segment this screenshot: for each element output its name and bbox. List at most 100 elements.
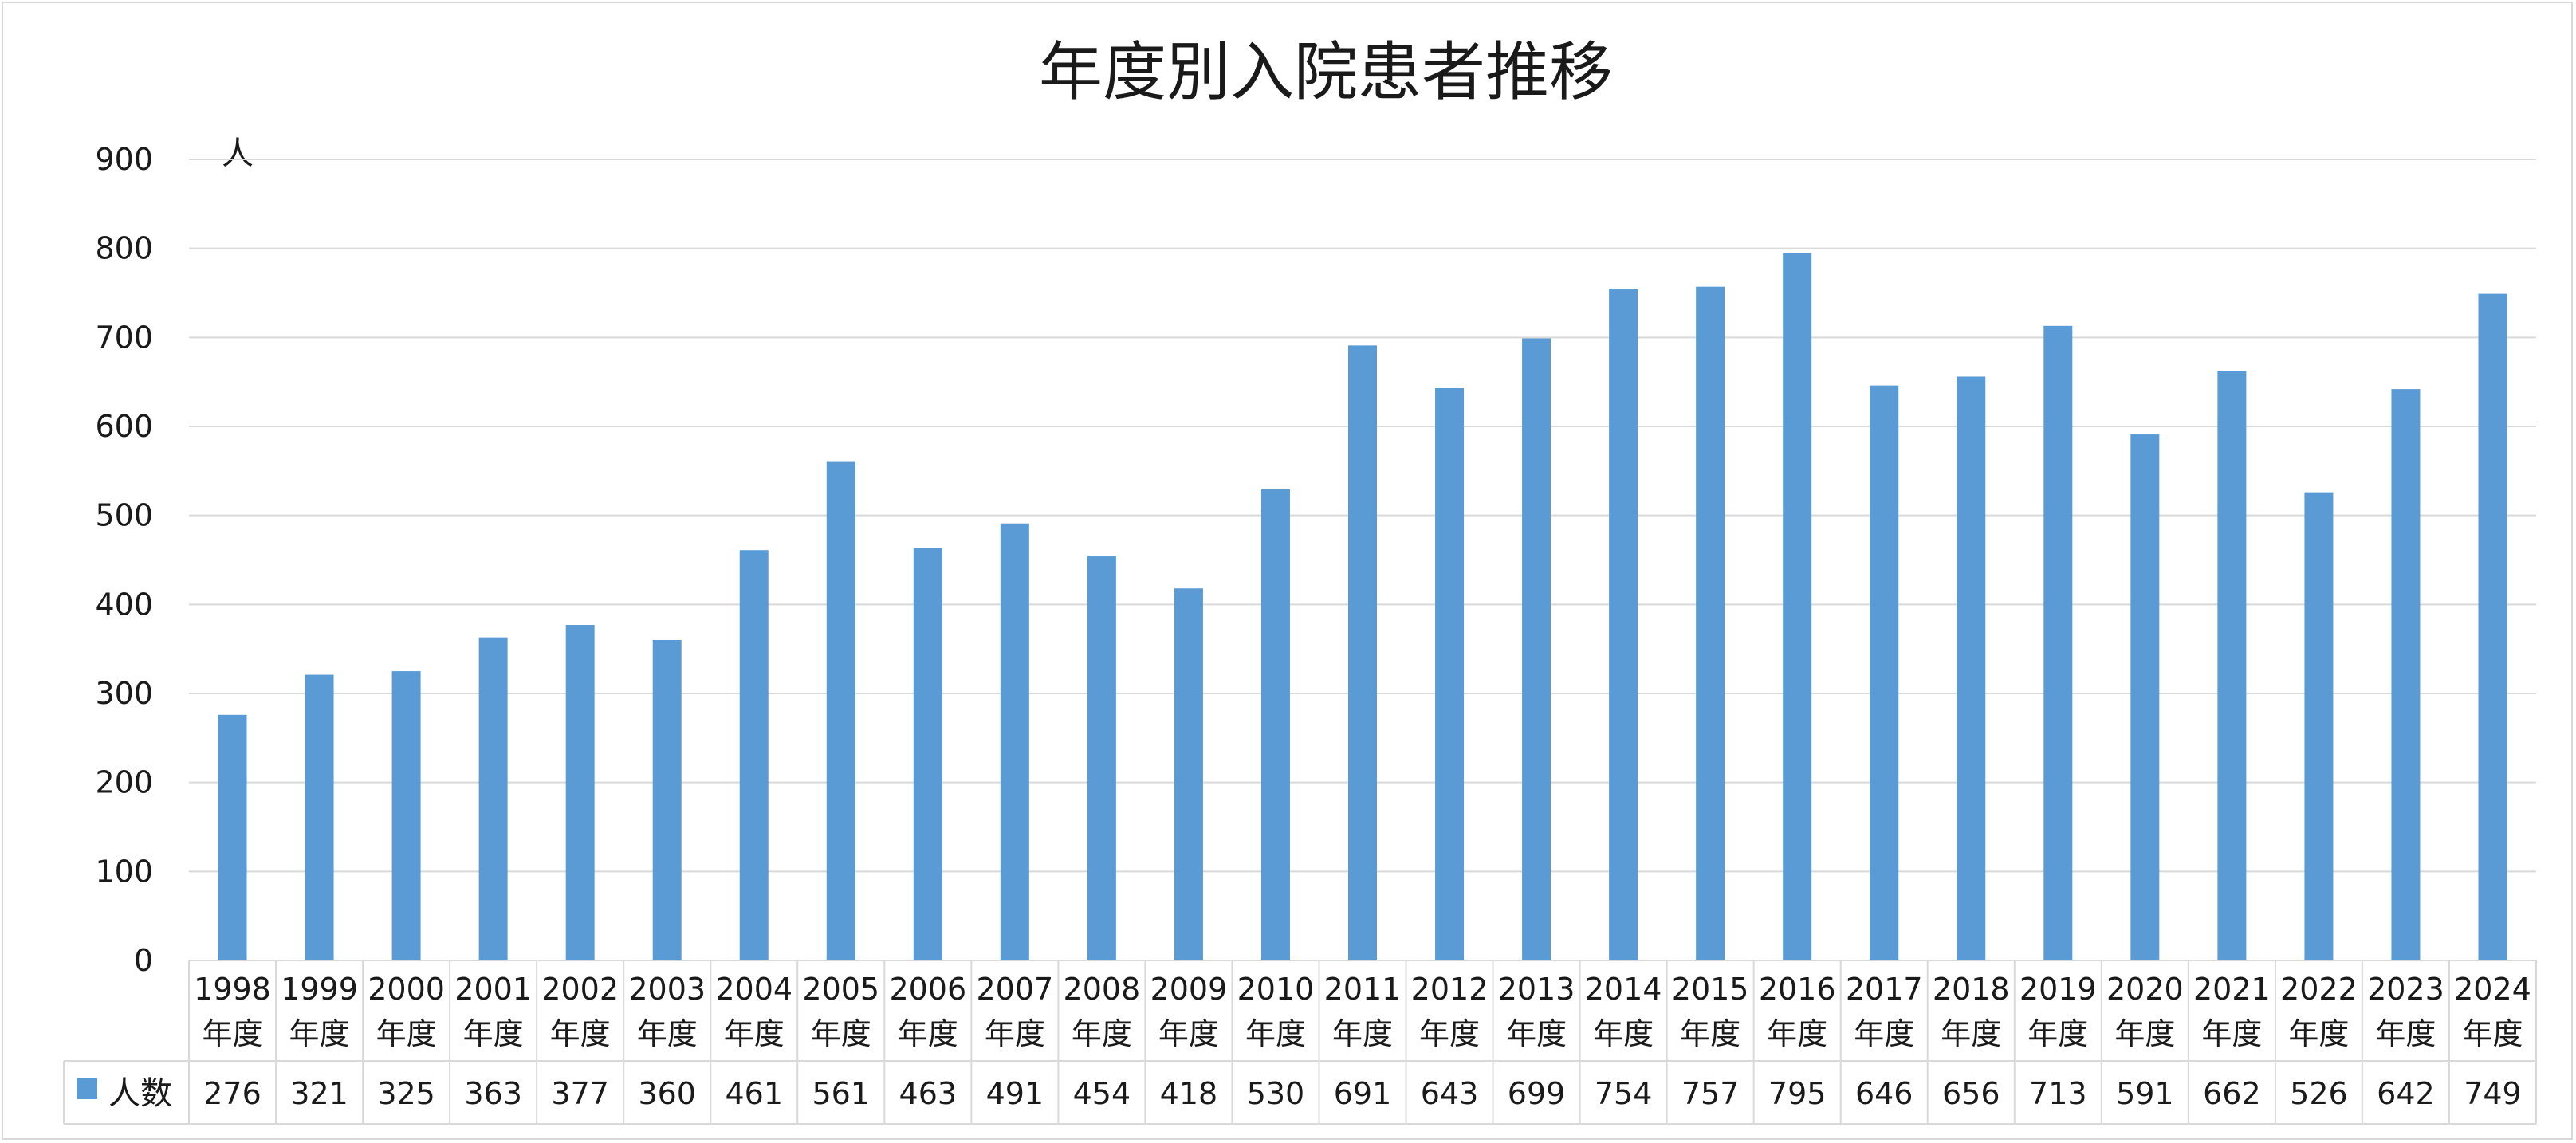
x-tick-label-suffix: 年度: [550, 1016, 611, 1051]
y-tick-label: 700: [95, 320, 153, 355]
x-tick-label: 2020: [2106, 972, 2184, 1007]
data-table-value: 642: [2377, 1076, 2435, 1111]
data-table-value: 325: [377, 1076, 435, 1111]
x-tick-label-suffix: 年度: [1680, 1016, 1740, 1051]
x-tick-label-suffix: 年度: [898, 1016, 958, 1051]
x-tick-label: 2005: [802, 972, 879, 1007]
y-tick-label: 800: [95, 231, 153, 266]
x-tick-label-suffix: 年度: [1767, 1016, 1827, 1051]
x-tick-label-suffix: 年度: [2027, 1016, 2088, 1051]
x-tick-label-suffix: 年度: [1419, 1016, 1480, 1051]
bar: [2304, 492, 2334, 960]
data-table-value: 276: [203, 1076, 262, 1111]
x-tick-label: 2023: [2367, 972, 2444, 1007]
bar: [1870, 385, 1899, 961]
legend-series-name: 人数: [108, 1075, 172, 1112]
x-tick-label: 2014: [1585, 972, 1662, 1007]
x-tick-label-suffix: 年度: [2462, 1016, 2523, 1051]
bar: [1435, 387, 1465, 960]
y-tick-label: 100: [95, 854, 153, 889]
x-tick-label: 2017: [1846, 972, 1923, 1007]
bar: [739, 550, 769, 960]
bar: [913, 548, 942, 960]
bar: [478, 637, 508, 960]
x-tick-label-suffix: 年度: [2114, 1016, 2175, 1051]
bar: [1348, 345, 1377, 961]
x-tick-label: 2001: [454, 972, 532, 1007]
bar: [218, 714, 247, 960]
x-tick-label-suffix: 年度: [1245, 1016, 1306, 1051]
x-tick-label-suffix: 年度: [811, 1016, 871, 1051]
data-table-value: 418: [1160, 1076, 1218, 1111]
x-tick-label: 2019: [2020, 972, 2097, 1007]
x-tick-label: 2022: [2280, 972, 2358, 1007]
data-table-value: 749: [2464, 1076, 2522, 1111]
bar: [826, 461, 855, 960]
x-tick-label-suffix: 年度: [1072, 1016, 1132, 1051]
x-tick-label: 2016: [1759, 972, 1836, 1007]
bar: [1783, 253, 1812, 960]
bar: [1522, 338, 1551, 960]
x-tick-label: 2012: [1411, 972, 1489, 1007]
data-table-value: 757: [1681, 1076, 1740, 1111]
data-table-value: 321: [290, 1076, 348, 1111]
bars: [218, 253, 2507, 961]
x-tick-label-suffix: 年度: [1332, 1016, 1393, 1051]
x-tick-label-suffix: 年度: [1854, 1016, 1914, 1051]
data-table: 1998 年度 276 1999 年度 321 2000 年度 325 2001 年度 363 2002…: [63, 960, 2537, 1125]
data-table-value: 656: [1942, 1076, 2000, 1111]
data-table-value: 713: [2029, 1076, 2087, 1111]
x-tick-label: 2015: [1672, 972, 1749, 1007]
data-table-value: 463: [899, 1076, 958, 1111]
x-tick-label: 1998: [194, 972, 271, 1007]
x-tick-label-suffix: 年度: [203, 1016, 263, 1051]
x-tick-label: 2013: [1498, 972, 1575, 1007]
x-tick-label: 2006: [889, 972, 966, 1007]
chart-title: 年度別入院患者推移: [1039, 35, 1613, 109]
data-table-value: 360: [638, 1076, 696, 1111]
x-tick-label: 2011: [1324, 972, 1402, 1007]
x-tick-label-suffix: 年度: [2288, 1016, 2349, 1051]
bar: [1957, 376, 1986, 960]
x-tick-label-suffix: 年度: [724, 1016, 785, 1051]
bar: [2391, 389, 2421, 961]
data-table-value: 526: [2290, 1076, 2348, 1111]
bar: [2043, 325, 2073, 961]
data-table-value: 491: [986, 1076, 1044, 1111]
y-tick-label: 600: [95, 409, 153, 444]
y-tick-label: 900: [95, 142, 153, 177]
bar: [652, 640, 682, 960]
x-tick-label: 2003: [628, 972, 706, 1007]
data-table-value: 699: [1508, 1076, 1566, 1111]
data-table-value: 561: [812, 1076, 871, 1111]
x-tick-label: 2009: [1150, 972, 1228, 1007]
x-tick-label: 1999: [281, 972, 358, 1007]
y-tick-label: 500: [95, 498, 153, 533]
x-tick-label-suffix: 年度: [985, 1016, 1045, 1051]
bar: [1087, 556, 1116, 960]
x-tick-label-suffix: 年度: [289, 1016, 350, 1051]
data-table-value: 643: [1421, 1076, 1479, 1111]
data-table-value: 530: [1247, 1076, 1305, 1111]
data-table-value: 662: [2203, 1076, 2261, 1111]
y-axis-unit-label: 人: [222, 136, 254, 172]
legend-key: [77, 1078, 97, 1099]
bar: [2130, 434, 2160, 960]
x-tick-label-suffix: 年度: [1941, 1016, 2001, 1051]
x-tick-label-suffix: 年度: [463, 1016, 524, 1051]
x-tick-label: 2010: [1237, 972, 1315, 1007]
bar: [1174, 588, 1203, 960]
bar: [1260, 489, 1290, 960]
y-tick-label: 200: [95, 765, 153, 800]
x-tick-label-suffix: 年度: [1158, 1016, 1219, 1051]
x-tick-label: 2018: [1933, 972, 2010, 1007]
y-tick-label: 0: [134, 943, 153, 978]
x-tick-label-suffix: 年度: [1593, 1016, 1654, 1051]
bar: [2217, 371, 2247, 960]
bar: [1696, 286, 1725, 960]
x-tick-label-suffix: 年度: [2375, 1016, 2436, 1051]
x-tick-label: 2024: [2454, 972, 2531, 1007]
x-tick-label: 2008: [1064, 972, 1141, 1007]
bar: [1000, 523, 1029, 960]
